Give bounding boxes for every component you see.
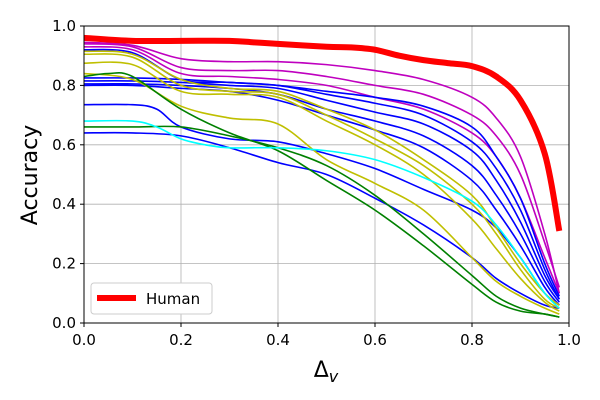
y-tick-label: 0.6 (52, 136, 76, 154)
series-line-olive-4 (83, 72, 560, 315)
x-tick-label: 0.6 (363, 331, 387, 349)
x-tick-label: 0.0 (72, 331, 96, 349)
x-axis-title-main: Δ (314, 358, 329, 383)
x-tick-label: 0.2 (169, 331, 193, 349)
x-tick-label: 1.0 (557, 331, 581, 349)
legend-box (90, 282, 213, 315)
y-tick-label: 0.4 (52, 195, 76, 213)
legend: Human (90, 282, 213, 315)
y-axis-title: Accuracy (18, 125, 43, 225)
y-tick-label: 0.2 (52, 255, 76, 273)
y-tick-label: 0.8 (52, 76, 76, 94)
series-line-olive-3 (83, 61, 560, 312)
ticks: 0.0 0.2 0.4 0.6 0.8 1.0 0.0 0.2 0.4 0.6 0.8 1.0 (52, 17, 581, 349)
series-line-olive-1 (83, 50, 560, 306)
series-line-green-2 (83, 125, 560, 318)
series-line-olive-2 (83, 53, 560, 309)
series-line-green-1 (83, 71, 560, 318)
series-line-magenta-2 (83, 43, 561, 288)
series-line-human (83, 34, 563, 232)
series-line-cyan-1 (83, 119, 560, 309)
plot-frame (83, 25, 570, 324)
series-line-blue-3 (83, 80, 560, 300)
x-axis-title: Δv (314, 358, 339, 386)
legend-label-human: Human (146, 290, 200, 308)
series-lines (83, 34, 563, 318)
series-line-magenta-1 (83, 41, 561, 294)
x-tick-label: 0.8 (460, 331, 484, 349)
y-tick-label: 0.0 (52, 314, 76, 332)
y-tick-label: 1.0 (52, 17, 76, 35)
x-axis-title-subscript: v (329, 367, 339, 386)
x-tick-label: 0.4 (266, 331, 290, 349)
series-line-blue-7 (83, 131, 560, 309)
